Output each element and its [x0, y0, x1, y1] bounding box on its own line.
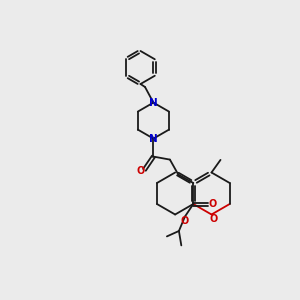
Text: O: O	[137, 166, 145, 176]
Text: N: N	[149, 134, 158, 144]
Text: O: O	[209, 214, 218, 224]
Text: O: O	[181, 216, 189, 226]
Text: O: O	[209, 199, 217, 209]
Text: N: N	[149, 98, 158, 108]
